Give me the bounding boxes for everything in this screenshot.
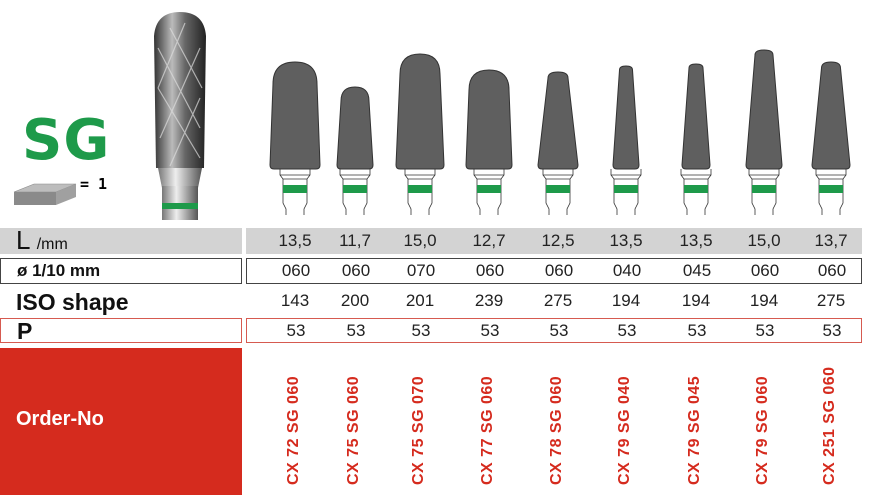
carbide-bur-photo bbox=[154, 12, 206, 220]
diameter-value: 060 bbox=[544, 261, 574, 280]
length-label-unit: /mm bbox=[36, 236, 68, 253]
iso-shape-value: 275 bbox=[816, 291, 846, 310]
diameter-value: 045 bbox=[682, 261, 712, 280]
iso-shape-value: 143 bbox=[280, 291, 310, 310]
pack-label: P bbox=[0, 318, 242, 344]
pack-value: 53 bbox=[822, 320, 842, 340]
diameter-value: 070 bbox=[406, 261, 436, 280]
bur-shape-icon bbox=[537, 71, 579, 215]
pack-values: 53 53 53 53 53 53 53 53 53 bbox=[246, 318, 862, 343]
bur-shape-icon bbox=[269, 61, 321, 215]
order-number[interactable]: CX 79 SG 040 bbox=[616, 375, 633, 485]
iso-shape-value: 201 bbox=[405, 291, 435, 310]
series-code: SG bbox=[22, 108, 111, 173]
order-number[interactable]: CX 72 SG 060 bbox=[285, 375, 302, 485]
order-number[interactable]: CX 78 SG 060 bbox=[548, 375, 565, 485]
iso-shape-value: 239 bbox=[474, 291, 504, 310]
bur-shapes bbox=[269, 49, 851, 215]
order-number[interactable]: CX 75 SG 070 bbox=[410, 375, 427, 485]
pack-value: 53 bbox=[346, 320, 366, 340]
length-value: 13,5 bbox=[609, 231, 643, 250]
iso-shape-value: 194 bbox=[611, 291, 641, 310]
pack-value: 53 bbox=[617, 320, 637, 340]
diameter-label: ø 1/10 mm bbox=[0, 258, 242, 284]
diameter-value: 060 bbox=[281, 261, 311, 280]
iso-shape-label-text: ISO shape bbox=[16, 289, 129, 315]
bur-shape-icon bbox=[745, 49, 783, 215]
iso-shape-value: 275 bbox=[543, 291, 573, 310]
length-value: 12,5 bbox=[541, 231, 575, 250]
bur-shape-icon bbox=[680, 63, 712, 215]
length-value: 15,0 bbox=[747, 231, 781, 250]
bur-shape-icon bbox=[395, 53, 445, 215]
pack-quantity: = 1 bbox=[80, 175, 108, 193]
length-values: 13,5 11,7 15,0 12,7 12,5 13,5 13,5 15,0 13,7 bbox=[246, 228, 862, 254]
order-no-label-block: Order-No bbox=[0, 348, 242, 495]
bur-shape-icon bbox=[610, 65, 642, 215]
iso-shape-value: 194 bbox=[681, 291, 711, 310]
diameter-value: 060 bbox=[475, 261, 505, 280]
length-value: 15,0 bbox=[403, 231, 437, 250]
bur-shape-icon bbox=[811, 61, 851, 215]
diameter-value: 060 bbox=[817, 261, 847, 280]
iso-shape-value: 200 bbox=[340, 291, 370, 310]
length-label-main: L bbox=[16, 225, 30, 255]
order-no-label: Order-No bbox=[16, 408, 104, 430]
pack-value: 53 bbox=[687, 320, 707, 340]
pack-value: 53 bbox=[411, 320, 431, 340]
order-number[interactable]: CX 75 SG 060 bbox=[345, 375, 362, 485]
length-label: L /mm bbox=[0, 225, 242, 255]
length-value: 11,7 bbox=[339, 231, 371, 250]
order-number[interactable]: CX 79 SG 045 bbox=[686, 375, 703, 485]
bur-shape-icon bbox=[336, 86, 374, 215]
diameter-value: 040 bbox=[612, 261, 642, 280]
length-value: 12,7 bbox=[472, 231, 506, 250]
diameter-values: 060 060 070 060 060 040 045 060 060 bbox=[246, 258, 862, 284]
carbide-block-icon bbox=[13, 183, 77, 205]
order-number[interactable]: CX 79 SG 060 bbox=[754, 375, 771, 485]
length-value: 13,5 bbox=[278, 231, 312, 250]
diameter-label-text: ø 1/10 mm bbox=[17, 261, 101, 280]
order-no-values: CX 72 SG 060 CX 75 SG 060 CX 75 SG 070 CX 7… bbox=[246, 348, 862, 495]
iso-shape-values: 143 200 201 239 275 194 194 194 275 bbox=[246, 288, 862, 314]
order-number[interactable]: CX 77 SG 060 bbox=[479, 375, 496, 485]
diameter-value: 060 bbox=[750, 261, 780, 280]
iso-shape-value: 194 bbox=[749, 291, 779, 310]
pack-value: 53 bbox=[480, 320, 500, 340]
pack-value: 53 bbox=[286, 320, 306, 340]
length-value: 13,7 bbox=[814, 231, 848, 250]
pack-value: 53 bbox=[549, 320, 569, 340]
length-value: 13,5 bbox=[679, 231, 713, 250]
pack-label-text: P bbox=[17, 318, 33, 344]
order-number[interactable]: CX 251 SG 060 bbox=[821, 366, 838, 485]
pack-value: 53 bbox=[755, 320, 775, 340]
iso-shape-label: ISO shape bbox=[0, 288, 242, 315]
diameter-value: 060 bbox=[341, 261, 371, 280]
bur-shape-icon bbox=[465, 69, 513, 215]
